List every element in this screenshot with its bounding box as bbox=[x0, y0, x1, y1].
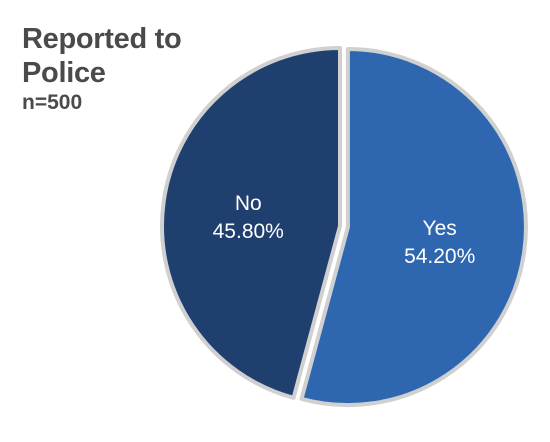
chart-title: Reported to Police bbox=[22, 23, 182, 89]
slice-label-no: No bbox=[235, 192, 262, 215]
pie-slice-yes bbox=[299, 47, 528, 408]
pie-slice-no bbox=[160, 46, 342, 400]
slice-value-no: 45.80% bbox=[213, 220, 284, 243]
chart-title-block: Reported to Police n=500 bbox=[22, 22, 222, 116]
slices-layer bbox=[160, 46, 528, 408]
slice-label-yes: Yes bbox=[423, 217, 457, 240]
chart-subtitle: n=500 bbox=[22, 91, 83, 114]
labels-layer: Yes 54.20% No 45.80% bbox=[213, 192, 476, 268]
slice-value-yes: 54.20% bbox=[404, 245, 475, 268]
